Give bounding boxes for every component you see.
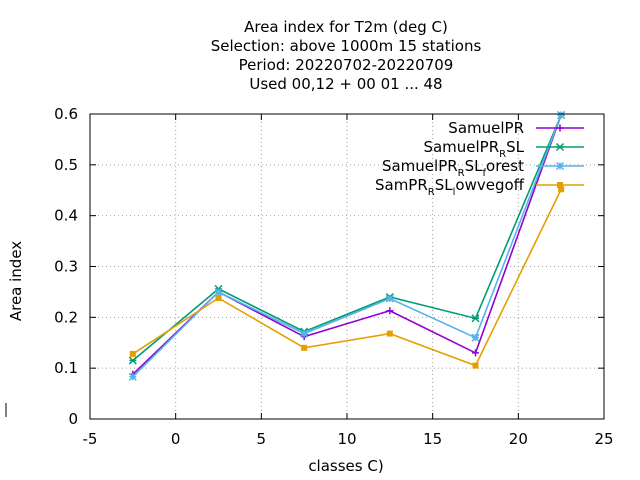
y-tick-label: 0.5 (54, 156, 78, 174)
data-point (301, 344, 308, 351)
chart-title: Area index for T2m (deg C)Selection: abo… (211, 18, 482, 93)
series-star (128, 110, 566, 381)
x-tick-label: 0 (171, 430, 181, 448)
y-tick-label: 0.1 (54, 359, 78, 377)
series-line (132, 114, 562, 378)
y-tick-label: 0.3 (54, 258, 78, 276)
series-line (132, 114, 562, 362)
series-lines (128, 110, 566, 381)
legend-entry: SamuelPRRSL (423, 138, 584, 160)
chart-title-line: Selection: above 1000m 15 stations (211, 37, 482, 55)
y-tick-label: 0.2 (54, 308, 78, 326)
data-point (385, 294, 394, 303)
data-point (386, 307, 394, 315)
chart-title-line: Used 00,12 + 00 01 ... 48 (249, 75, 442, 93)
data-point (556, 124, 564, 132)
data-point (558, 186, 565, 193)
x-tick-label: 5 (257, 430, 267, 448)
y-tick-label: 0.4 (54, 207, 78, 225)
data-point (215, 295, 222, 302)
data-point (555, 142, 565, 152)
y-axis-label: Area index (7, 241, 25, 321)
chart-title-line: Area index for T2m (deg C) (244, 18, 448, 36)
x-axis-label: classes C) (308, 457, 383, 475)
series-line (132, 188, 562, 367)
data-point (472, 349, 479, 357)
data-point (471, 333, 480, 342)
x-tick-label: 15 (423, 430, 442, 448)
y-axis-ticks: 0 0.1 0.2 0.3 0.4 0.5 0.6 (54, 105, 604, 428)
data-point (214, 287, 223, 296)
data-point (557, 110, 566, 120)
y-tick-label: 0.6 (54, 105, 78, 123)
data-point (300, 329, 309, 338)
data-point (471, 314, 480, 323)
legend-entry: SamPRRSLlowvegoff (375, 176, 584, 198)
legend-label: SamuelPRRSLforest (382, 157, 524, 179)
legend-entry: SamuelPRRSLforest (382, 157, 584, 179)
data-point (472, 362, 479, 369)
legend-label: SamPRRSLlowvegoff (375, 176, 525, 198)
series-square (129, 186, 565, 369)
grid (90, 114, 604, 419)
data-point (557, 182, 563, 188)
data-point (128, 356, 137, 365)
legend-label: SamuelPR (448, 119, 524, 137)
data-point (555, 161, 565, 171)
legend-entry: SamuelPR (448, 119, 584, 137)
x-tick-label: 25 (594, 430, 613, 448)
legend-label: SamuelPRRSL (423, 138, 524, 160)
data-point (386, 330, 393, 337)
data-point (128, 372, 137, 381)
x-axis-ticks: -5 0 5 10 15 20 25 (83, 114, 614, 448)
x-tick-label: 20 (509, 430, 528, 448)
legend: SamuelPRSamuelPRRSLSamuelPRRSLforestSamP… (375, 119, 584, 198)
x-tick-label: -5 (83, 430, 98, 448)
x-tick-label: 10 (337, 430, 356, 448)
chart-title-line: Period: 20220702-20220709 (239, 56, 454, 74)
data-point (129, 350, 136, 357)
y-tick-label: 0 (68, 410, 78, 428)
